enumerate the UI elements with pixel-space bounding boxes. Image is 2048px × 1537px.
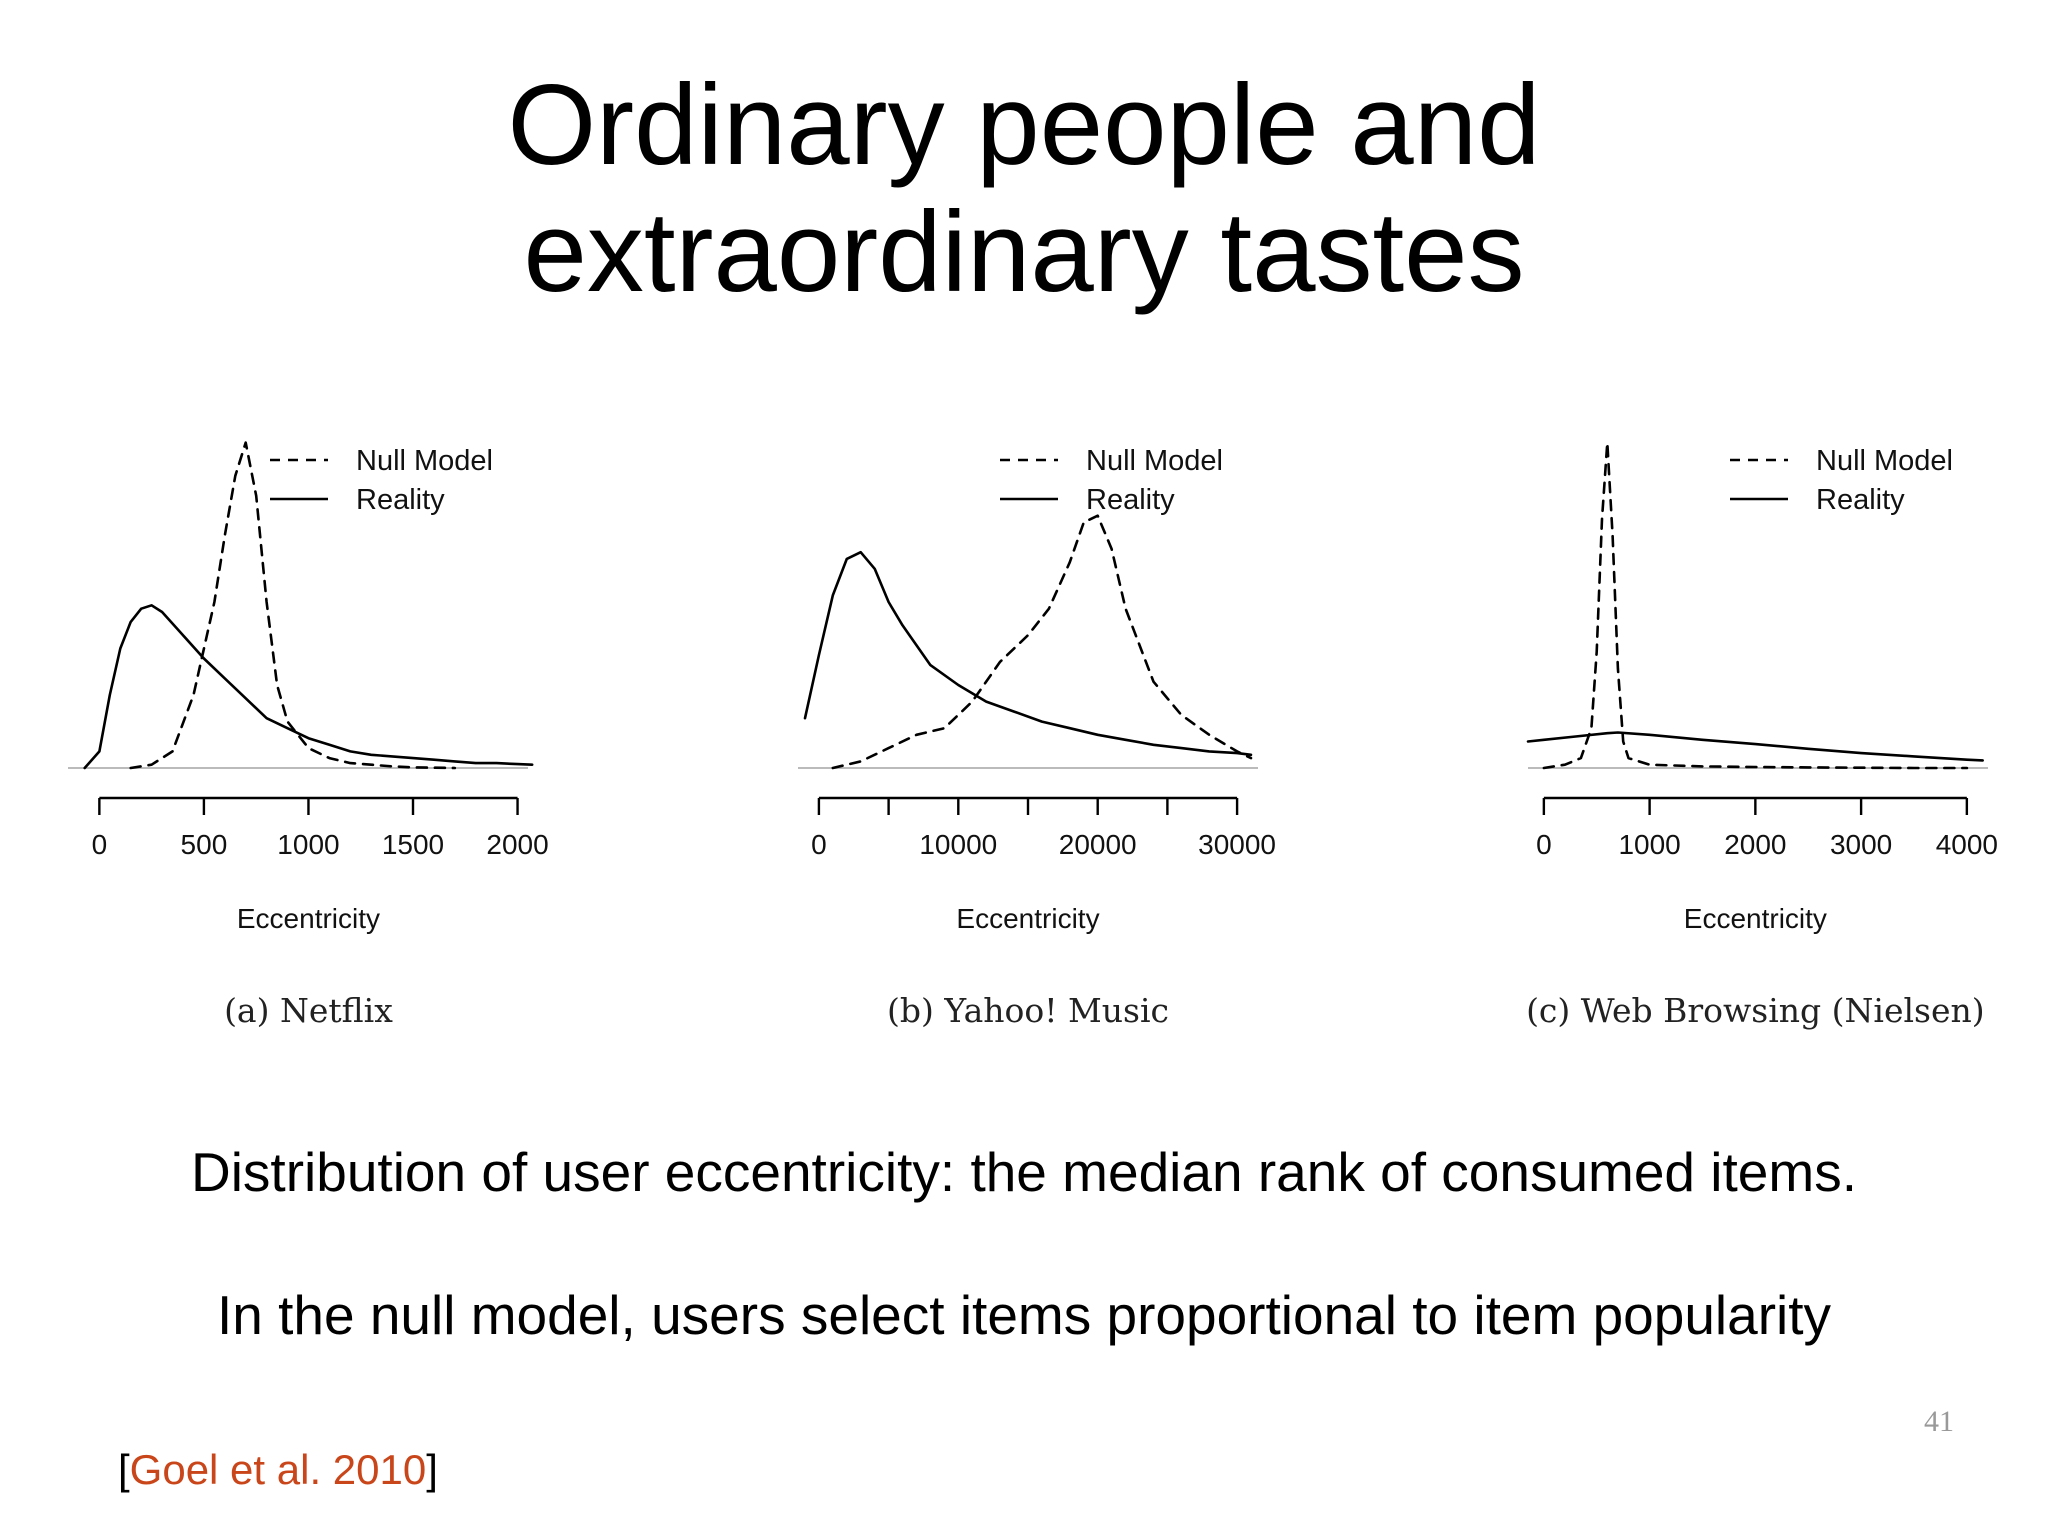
series-line-null-model	[1542, 441, 1969, 770]
x-tick-label: 4000	[1936, 829, 1998, 860]
chart-web-browsing: 0 1000 2000 3000 4000 Eccentricity Null Model R…	[1526, 441, 1998, 1030]
x-tick-label: 1000	[277, 829, 339, 860]
x-tick-label: 2000	[1724, 829, 1786, 860]
title-line-1: Ordinary people and	[507, 62, 1541, 189]
x-tick-label: 0	[1536, 829, 1552, 860]
page-number: 41	[1924, 1405, 1954, 1438]
x-tick-label: 20000	[1059, 829, 1137, 860]
chart-caption: (c) Web Browsing (Nielsen)	[1526, 991, 1985, 1030]
slide-title: Ordinary people and extraordinary tastes	[0, 62, 2048, 316]
citation-link[interactable]: Goel et al. 2010	[129, 1446, 427, 1493]
legend-label: Null Model	[1086, 445, 1223, 477]
x-tick-label: 0	[92, 829, 108, 860]
chart-netflix: 0 500 1000 1500 2000 Eccentricity Null Model Re…	[68, 441, 549, 1030]
chart-yahoo-music: 0 10000 20000 30000 Eccentricity Null Model Re…	[798, 445, 1276, 1030]
title-line-2: extraordinary tastes	[523, 189, 1525, 316]
legend-label: Null Model	[1816, 445, 1953, 477]
x-axis-label: Eccentricity	[237, 903, 380, 934]
x-tick-label: 500	[181, 829, 228, 860]
x-tick-label: 2000	[486, 829, 548, 860]
body-text-line-1: Distribution of user eccentricity: the m…	[190, 1141, 1857, 1203]
chart-panel-yahoo-music: 0 10000 20000 30000 Eccentricity Null Model Re…	[768, 400, 1408, 1060]
x-tick-label: 30000	[1198, 829, 1276, 860]
legend-label: Reality	[1816, 484, 1905, 516]
series-line-null-model	[129, 441, 457, 770]
x-tick-label: 3000	[1830, 829, 1892, 860]
series-line-reality	[83, 604, 534, 770]
body-text-line-2: In the null model, users select items pr…	[216, 1284, 1832, 1346]
citation-open-bracket: [	[118, 1446, 130, 1493]
chart-panel-web-browsing: 0 1000 2000 3000 4000 Eccentricity Null Model R…	[1498, 400, 2048, 1060]
legend-label: Reality	[1086, 484, 1175, 516]
x-tick-label: 1000	[1618, 829, 1680, 860]
x-axis-label: Eccentricity	[956, 903, 1099, 934]
series-line-reality	[1526, 731, 1985, 762]
x-tick-label: 10000	[919, 829, 997, 860]
citation-close-bracket: ]	[426, 1446, 438, 1493]
x-tick-label: 1500	[382, 829, 444, 860]
chart-caption: (a) Netflix	[224, 991, 393, 1030]
series-line-reality	[803, 550, 1253, 757]
legend-label: Null Model	[356, 445, 493, 477]
x-axis-label: Eccentricity	[1684, 903, 1827, 934]
chart-caption: (b) Yahoo! Music	[887, 991, 1169, 1030]
legend-label: Reality	[356, 484, 445, 516]
x-tick-label: 0	[811, 829, 827, 860]
series-line-null-model	[831, 514, 1253, 770]
citation: [Goel et al. 2010]	[118, 1446, 438, 1494]
chart-panel-netflix: 0 500 1000 1500 2000 Eccentricity Null Model Re…	[38, 400, 678, 1060]
